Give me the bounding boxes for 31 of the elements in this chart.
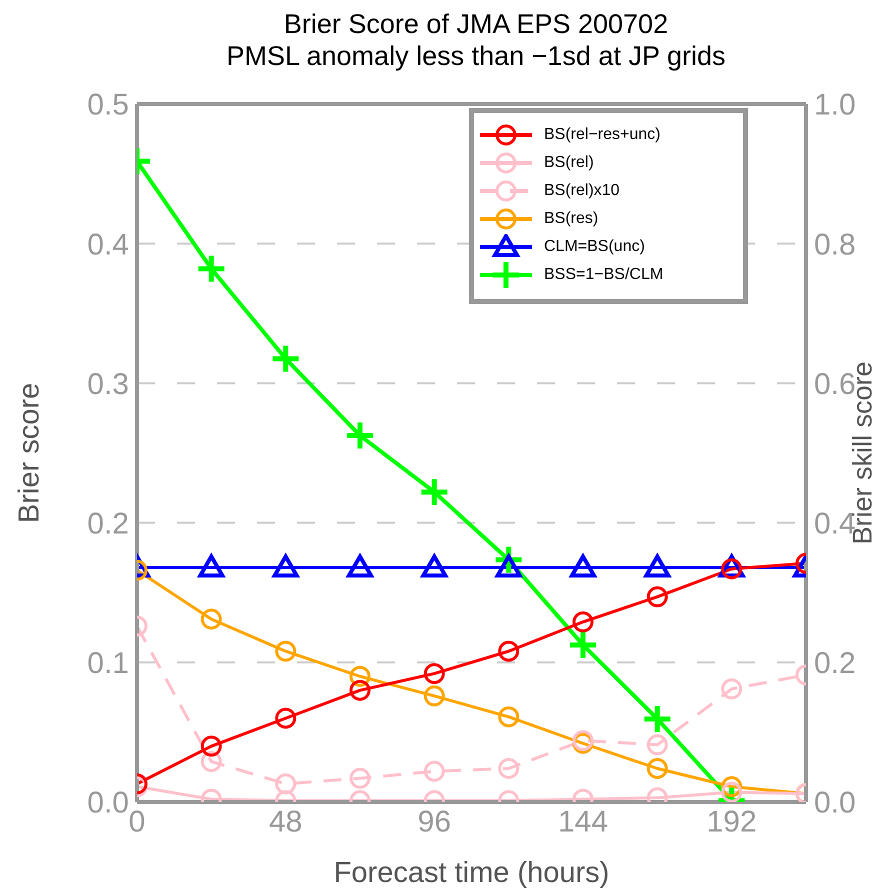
- point: [347, 422, 373, 449]
- y2-tick-label: 0.0: [814, 786, 856, 820]
- y2-tick-label: 0.2: [814, 647, 856, 680]
- point: [272, 346, 299, 372]
- y2-tick-label: 0.8: [814, 228, 856, 262]
- point: [198, 256, 224, 282]
- legend-label: BS(rel)x10: [544, 182, 620, 200]
- y-tick-label: 0.3: [87, 368, 129, 401]
- y-tick-label: 0.1: [87, 647, 129, 680]
- point: [421, 479, 448, 506]
- legend-label: BS(rel): [544, 154, 594, 172]
- x-tick-label: 192: [706, 805, 757, 838]
- y-tick-label: 0.4: [87, 228, 129, 262]
- y-axis-title: Brier score: [13, 382, 46, 524]
- legend-label: BSS=1−BS/CLM: [544, 266, 664, 284]
- chart-subtitle: PMSL anomaly less than −1sd at JP grids: [225, 40, 726, 72]
- legend-label: BS(rel−res+unc): [544, 126, 660, 144]
- x-tick-label: 48: [268, 805, 302, 838]
- y-tick-label: 0.0: [87, 786, 129, 820]
- legend-label: BS(res): [544, 210, 598, 228]
- x-axis-title: Forecast time (hours): [334, 857, 610, 889]
- y-tick-label: 0.5: [87, 88, 129, 122]
- point: [570, 632, 596, 658]
- y-tick-label: 0.2: [87, 507, 129, 540]
- y2-tick-label: 1.0: [814, 88, 856, 122]
- legend-label: CLM=BS(unc): [544, 238, 645, 256]
- x-tick-label: 96: [418, 805, 452, 838]
- x-tick-label: 0: [128, 805, 146, 838]
- point: [644, 706, 670, 732]
- chart-title: Brier Score of JMA EPS 200702: [282, 8, 670, 40]
- x-tick-label: 144: [558, 805, 608, 838]
